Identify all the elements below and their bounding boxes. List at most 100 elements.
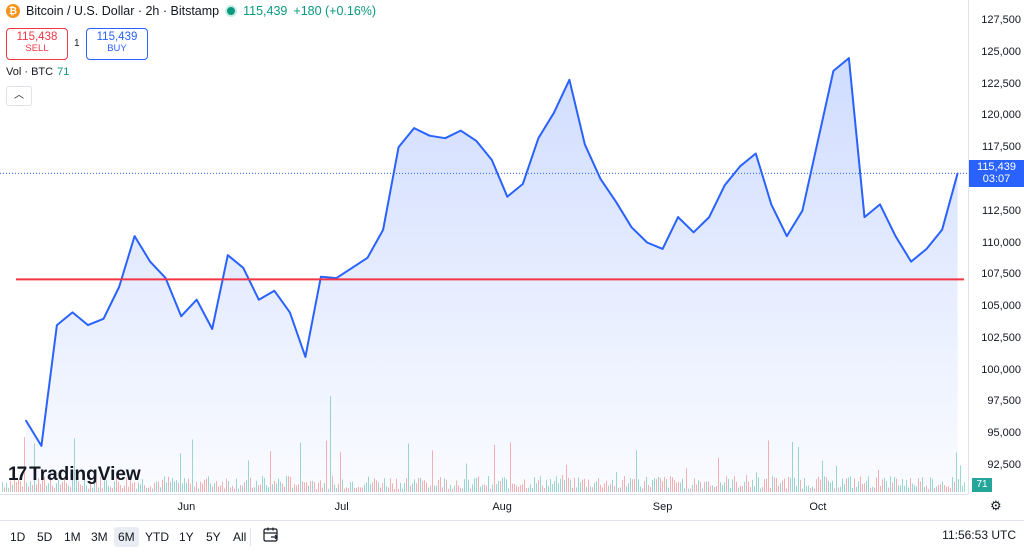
tradingview-wordmark: TradingView xyxy=(29,464,141,485)
volume-bar xyxy=(10,480,11,492)
price-point xyxy=(289,311,291,314)
settings-gear-icon[interactable]: ⚙ xyxy=(990,498,1002,513)
toolbar-divider xyxy=(250,528,251,546)
range-button-5y[interactable]: 5Y xyxy=(206,530,221,544)
price-point xyxy=(56,324,58,326)
price-point xyxy=(428,134,431,137)
price-point xyxy=(118,286,120,288)
range-button-all[interactable]: All xyxy=(233,530,247,544)
range-button-6m[interactable]: 6M xyxy=(114,527,139,547)
price-change: +180 (+0.16%) xyxy=(293,4,377,18)
price-point xyxy=(630,226,633,229)
utc-clock[interactable]: 11:56:53 UTC xyxy=(942,528,1016,542)
price-point xyxy=(863,216,866,218)
price-point xyxy=(848,57,850,59)
price-point xyxy=(40,445,43,447)
price-point xyxy=(149,260,151,263)
price-tick: 127,500 xyxy=(981,14,1021,26)
time-scale[interactable]: Jun Jul Aug Sep Oct xyxy=(0,494,968,521)
volume-bar xyxy=(2,482,3,492)
volume-axis-label: 71 xyxy=(972,478,992,492)
price-point xyxy=(226,254,229,257)
price-point xyxy=(180,315,182,318)
price-point xyxy=(258,298,260,301)
collapse-legend-button[interactable]: ︿ xyxy=(6,86,32,106)
symbol-title[interactable]: Bitcoin / U.S. Dollar · 2h · Bitstamp xyxy=(26,4,220,18)
time-tick: Jul xyxy=(334,501,349,513)
price-point xyxy=(941,228,943,231)
price-point xyxy=(723,184,726,187)
price-point xyxy=(506,195,509,198)
volume-bar xyxy=(20,481,21,492)
volume-bar xyxy=(16,482,17,492)
price-point xyxy=(692,231,695,234)
range-button-5d[interactable]: 5D xyxy=(37,530,53,544)
price-chart[interactable] xyxy=(0,0,968,494)
price-point xyxy=(879,203,881,206)
time-tick: Oct xyxy=(809,501,827,513)
price-point xyxy=(351,267,353,269)
price-point xyxy=(320,276,322,278)
volume-bar xyxy=(22,486,23,492)
price-scale[interactable]: 127,500125,000122,500120,000117,500115,0… xyxy=(968,0,1024,494)
range-button-1d[interactable]: 1D xyxy=(10,530,26,544)
price-point xyxy=(195,298,198,301)
price-point xyxy=(537,137,540,140)
price-tick: 117,500 xyxy=(982,141,1021,154)
volume-bar xyxy=(14,479,15,492)
time-tick: Jun xyxy=(177,501,196,513)
chart-area[interactable] xyxy=(0,0,968,494)
price-point xyxy=(568,78,571,81)
price-tick: 107,500 xyxy=(981,268,1021,281)
spread-value: 1 xyxy=(74,38,80,49)
volume-bar xyxy=(962,485,963,492)
volume-bar xyxy=(960,465,961,492)
price-tick: 102,500 xyxy=(981,331,1021,344)
buy-button[interactable]: 115,439 BUY xyxy=(86,28,148,60)
sell-label: SELL xyxy=(25,43,49,54)
range-button-3m[interactable]: 3M xyxy=(91,530,108,544)
volume-value: 71 xyxy=(57,66,70,78)
price-point xyxy=(242,267,245,269)
volume-bar xyxy=(958,479,959,492)
volume-bar xyxy=(964,482,965,492)
price-point xyxy=(304,356,307,358)
last-price-label: 115,439 03:07 xyxy=(969,160,1024,188)
tradingview-logo[interactable]: 17 TradingView xyxy=(8,464,141,486)
volume-bar xyxy=(12,485,13,492)
range-button-1y[interactable]: 1Y xyxy=(179,530,194,544)
volume-bar xyxy=(8,487,9,492)
volume-legend[interactable]: Vol · BTC 71 xyxy=(6,66,69,78)
sell-button[interactable]: 115,438 SELL xyxy=(6,28,68,60)
market-open-icon xyxy=(225,5,238,17)
price-tick: 97,500 xyxy=(987,395,1021,408)
price-point xyxy=(801,209,804,212)
price-point xyxy=(211,328,214,330)
buy-price: 115,439 xyxy=(96,31,138,43)
price-point xyxy=(910,260,912,263)
tradingview-logo-icon: 17 xyxy=(8,464,27,485)
price-area-fill xyxy=(25,58,958,494)
price-tick: 100,000 xyxy=(981,363,1021,376)
range-button-1m[interactable]: 1M xyxy=(64,530,81,544)
price-point xyxy=(102,317,105,320)
price-point xyxy=(832,70,835,72)
price-point xyxy=(413,127,415,129)
calendar-goto-icon[interactable] xyxy=(262,526,280,544)
price-point xyxy=(87,324,89,326)
price-point xyxy=(646,241,648,244)
price-point xyxy=(677,216,679,218)
buy-label: BUY xyxy=(107,43,127,54)
price-tick: 112,500 xyxy=(982,204,1021,217)
price-point xyxy=(786,235,788,237)
price-point xyxy=(133,235,136,237)
symbol-header: ₿ Bitcoin / U.S. Dollar · 2h · Bitstamp … xyxy=(6,4,376,18)
price-point xyxy=(584,143,586,146)
price-point xyxy=(397,146,400,148)
price-point xyxy=(925,248,928,250)
time-tick: Sep xyxy=(652,501,673,513)
price-point xyxy=(522,183,524,185)
range-button-ytd[interactable]: YTD xyxy=(145,530,169,544)
price-tick: 95,000 xyxy=(987,427,1021,440)
bottom-toolbar: 11:56:53 UTC 1D 5D 1M 3M 6M YTD 1Y 5Y All xyxy=(0,520,1024,552)
